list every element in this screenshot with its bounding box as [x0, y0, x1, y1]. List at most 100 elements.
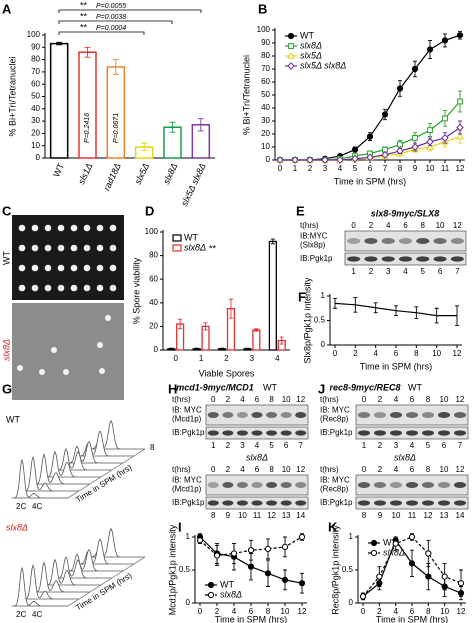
blot-band — [421, 430, 435, 436]
lane-number: 5 — [269, 441, 274, 450]
blot-band — [450, 256, 464, 262]
error-bar — [270, 238, 275, 245]
data-point — [376, 573, 383, 580]
x-tick-label: 1 — [199, 354, 204, 363]
x-tick-label: 4 — [338, 164, 343, 173]
data-point — [351, 146, 359, 153]
x-tick-label: WT — [51, 161, 66, 178]
error-bar — [112, 59, 119, 75]
blot-band — [207, 430, 219, 436]
time-value: 2 — [226, 395, 231, 404]
colony — [44, 244, 52, 252]
data-point — [336, 156, 344, 164]
blot-band — [405, 500, 419, 506]
legend-marker — [370, 539, 378, 547]
data-point — [281, 576, 289, 584]
colony — [31, 244, 39, 252]
blot-band — [236, 482, 248, 488]
time-value: 8 — [269, 465, 274, 474]
x-tick-label: 0 — [198, 607, 203, 616]
colony — [105, 315, 111, 321]
data-point — [456, 132, 464, 140]
colony — [99, 368, 105, 374]
blot-band — [266, 430, 278, 436]
error-bar — [141, 142, 148, 152]
panel-letter: B — [258, 1, 267, 16]
panel-letter: D — [145, 203, 154, 218]
data-point — [351, 154, 359, 163]
error-bar — [84, 46, 91, 58]
y-tick-label: 90 — [261, 38, 270, 47]
data-point — [359, 593, 367, 600]
blot-band — [389, 430, 403, 436]
annotation: ** — [80, 11, 88, 21]
legend-swatch — [172, 234, 182, 242]
histogram-trace — [55, 447, 112, 471]
time-label: t(hrs) — [320, 465, 339, 474]
blot-band — [357, 412, 371, 418]
y-tick-label: 80 — [261, 51, 270, 60]
y-tick-label: 90 — [31, 42, 40, 51]
colony — [83, 244, 91, 252]
data-point — [441, 133, 449, 142]
blot-band — [389, 412, 403, 418]
blot-band — [389, 500, 403, 506]
time-value: 0 — [351, 221, 356, 230]
x-tick-label: 8 — [414, 349, 419, 358]
bar — [106, 66, 126, 159]
significance-label: ** — [209, 243, 217, 253]
colony — [44, 264, 52, 272]
lane-number: 2 — [226, 441, 231, 450]
bracket — [58, 31, 145, 35]
y-axis-label: Slx8p/Pgk1p intensity — [302, 277, 312, 364]
legend-label: WT — [220, 579, 234, 589]
flow-axis — [12, 556, 146, 607]
row-label: IB:Pgk1p — [300, 254, 333, 263]
panel-letter: C — [2, 203, 12, 218]
error-bar — [197, 118, 204, 132]
blot-band — [295, 500, 307, 506]
x-tick-label: 1 — [293, 164, 298, 173]
y-tick-label: 50 — [31, 92, 40, 101]
y-tick-label: 70 — [261, 64, 270, 73]
histogram-trace — [22, 455, 79, 492]
error-bar — [455, 305, 459, 326]
lane-number: 6 — [442, 441, 447, 450]
data-point — [366, 133, 374, 140]
y-tick-label: 1 — [321, 291, 326, 300]
blot-band — [416, 238, 430, 244]
y-tick-label: 60 — [261, 77, 270, 86]
blot-band — [453, 482, 467, 488]
legend-label: slx5Δ — [300, 50, 322, 60]
data-point — [427, 127, 433, 133]
data-point — [281, 543, 289, 551]
y-tick-label: 40 — [261, 103, 270, 112]
blot-band — [295, 412, 307, 418]
lane-number: 4 — [403, 267, 408, 276]
row-label: IB:Pgk1p — [320, 498, 353, 507]
y-tick-label: 0.5 — [314, 316, 326, 325]
lane-number: 1 — [362, 441, 367, 450]
x-tick-label: 12 — [456, 164, 465, 173]
strain-label: WT — [263, 382, 277, 392]
y-tick-label: 0.5 — [342, 565, 354, 574]
error-bar — [169, 347, 174, 350]
blot-band — [207, 482, 219, 488]
time-value: 6 — [403, 221, 408, 230]
x-tick-label: 0 — [361, 607, 366, 616]
y-tick-label: 60 — [149, 274, 158, 283]
lane-number: 6 — [438, 267, 443, 276]
legend-label: WT — [300, 30, 314, 40]
time-value: 12 — [296, 465, 305, 474]
panel-letter: I — [178, 519, 182, 534]
strain-label: WT — [408, 382, 422, 392]
blot-band — [357, 482, 371, 488]
flow-tick: 2C — [16, 610, 26, 619]
y-axis-label: Mcd1p/Pgk1p intensity — [167, 524, 177, 615]
error-bar — [228, 298, 233, 319]
plate-label: slx8Δ — [1, 339, 11, 361]
legend-marker — [287, 32, 295, 40]
colony — [57, 224, 65, 232]
error-bar — [279, 336, 284, 345]
colony — [109, 264, 117, 272]
